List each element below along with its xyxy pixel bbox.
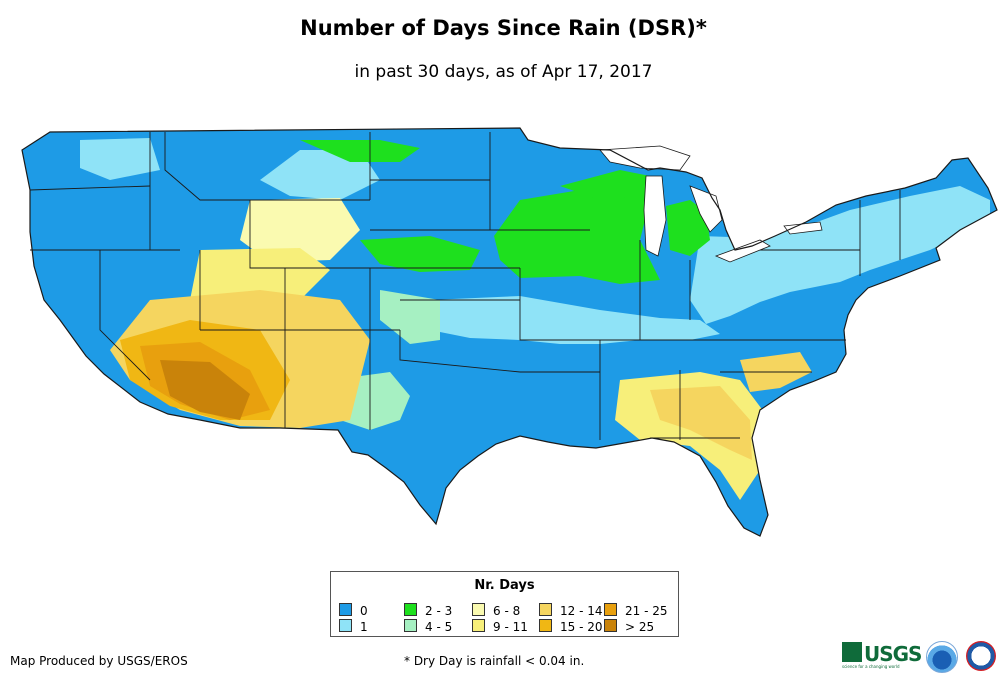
dry-day-footnote: * Dry Day is rainfall < 0.04 in.	[404, 654, 585, 668]
zone-1-day-north	[260, 150, 380, 200]
map-title: Number of Days Since Rain (DSR)*	[300, 16, 707, 40]
producer-credit: Map Produced by USGS/EROS	[10, 654, 188, 668]
zone-4-5-days-plains	[380, 290, 440, 344]
legend-item-21-25: 21 - 25	[604, 603, 668, 618]
zone-2-3-days-plains	[360, 236, 480, 272]
legend-label: 1	[360, 620, 368, 634]
legend-swatch	[472, 603, 485, 616]
legend-swatch	[404, 619, 417, 632]
zone-1-day-northeast	[690, 186, 990, 324]
legend-swatch	[539, 619, 552, 632]
legend-swatch	[539, 603, 552, 616]
nws-logo	[966, 641, 996, 671]
legend-label: 9 - 11	[493, 620, 528, 634]
legend-item-2-3: 2 - 3	[404, 603, 453, 618]
legend-item-0: 0	[339, 603, 368, 618]
zone-2-3-days-upper	[560, 170, 660, 200]
legend-item-4-5: 4 - 5	[404, 619, 453, 634]
legend-label: > 25	[625, 620, 655, 634]
border-ok-tx	[399, 330, 521, 373]
zone-6-8-days-wyoming	[240, 198, 360, 262]
border-mt-id	[164, 132, 250, 201]
legend-label: 12 - 14	[560, 604, 603, 618]
lake-superior	[599, 145, 691, 171]
lake-michigan	[643, 175, 667, 257]
legend-title: Nr. Days	[474, 578, 535, 593]
border-mo	[519, 268, 600, 341]
zone-1-day-midsouth	[430, 296, 720, 344]
legend-label: 0	[360, 604, 368, 618]
border-ca-nv	[99, 250, 151, 381]
legend-item-over-25: > 25	[604, 619, 655, 634]
border-wy-co	[249, 200, 370, 269]
lake-huron	[689, 185, 723, 233]
agency-logos: USGS science for a changing world	[842, 640, 1002, 676]
zone-over-25-days-arizona	[160, 360, 250, 420]
legend-label: 15 - 20	[560, 620, 603, 634]
legend-swatch	[339, 603, 352, 616]
zone-2-3-days-montana	[300, 140, 420, 162]
noaa-logo	[926, 641, 958, 673]
legend-swatch	[604, 603, 617, 616]
legend-item-6-8: 6 - 8	[472, 603, 521, 618]
zone-2-3-days-michigan	[666, 200, 710, 256]
legend-item-1: 1	[339, 619, 368, 634]
border-wa-or	[29, 185, 151, 191]
usgs-mark-icon	[842, 642, 862, 662]
legend-swatch	[472, 619, 485, 632]
lake-ontario	[783, 221, 823, 235]
map-subtitle: in past 30 days, as of Apr 17, 2017	[354, 62, 653, 82]
legend: Nr. Days 0 1 2 - 3 4 - 5 6 - 8 9 - 11 12…	[330, 571, 679, 637]
us-outline	[21, 127, 998, 537]
zone-1-day-northwest	[80, 138, 160, 180]
legend-item-12-14: 12 - 14	[539, 603, 603, 618]
legend-swatch	[339, 619, 352, 632]
zone-12-14-days-southeast	[650, 386, 752, 460]
usgs-logo: USGS science for a changing world	[842, 642, 922, 669]
dsr-shading	[22, 128, 997, 536]
legend-label: 21 - 25	[625, 604, 668, 618]
legend-label: 6 - 8	[493, 604, 521, 618]
great-lakes	[599, 145, 823, 263]
zone-2-3-days-midwest	[494, 180, 660, 284]
legend-item-15-20: 15 - 20	[539, 619, 603, 634]
state-borders	[29, 132, 901, 440]
lake-erie	[714, 239, 771, 263]
legend-item-9-11: 9 - 11	[472, 619, 528, 634]
legend-label: 2 - 3	[425, 604, 453, 618]
legend-label: 4 - 5	[425, 620, 453, 634]
legend-swatch	[404, 603, 417, 616]
legend-swatch	[604, 619, 617, 632]
